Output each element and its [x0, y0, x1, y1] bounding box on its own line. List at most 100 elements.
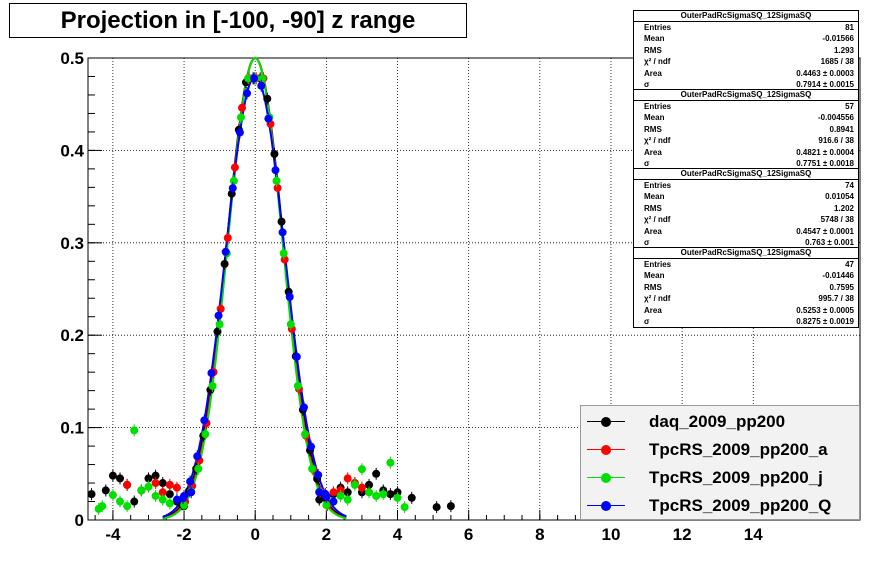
- stats-key: Mean: [644, 34, 665, 44]
- x-tick-label: 14: [744, 525, 763, 544]
- stats-row: Entries 57: [634, 101, 858, 112]
- stats-value: 0.7751 ± 0.0018: [796, 158, 854, 168]
- stats-row: χ² / ndf 5748 / 38: [634, 214, 858, 225]
- data-point: [314, 470, 323, 479]
- legend-marker-icon: [581, 408, 631, 436]
- stats-value: -0.01446: [822, 271, 854, 281]
- data-point: [393, 493, 402, 502]
- stats-value: 74: [845, 181, 854, 190]
- stats-value: 995.7 / 38: [818, 294, 854, 304]
- data-point: [285, 292, 294, 301]
- data-point: [130, 426, 139, 435]
- data-point: [186, 477, 195, 486]
- stats-value: 0.763 ± 0.001: [805, 237, 854, 247]
- data-point: [372, 491, 381, 500]
- x-tick-label: 6: [464, 525, 473, 544]
- data-point: [286, 320, 295, 329]
- x-tick-label: 0: [250, 525, 259, 544]
- data-point: [172, 483, 181, 492]
- data-point: [446, 502, 455, 511]
- data-point: [301, 430, 310, 439]
- data-point: [229, 176, 238, 185]
- stats-value: 1.202: [833, 203, 854, 213]
- data-point: [386, 458, 395, 467]
- stats-value: 0.4821 ± 0.0004: [796, 147, 854, 157]
- stats-value: -0.004556: [817, 113, 854, 123]
- data-point: [244, 74, 253, 83]
- legend-item: TpcRS_2009_pp200_Q: [581, 492, 859, 520]
- data-point: [271, 166, 280, 175]
- stats-row: RMS 0.8941: [634, 124, 858, 135]
- legend-marker-icon: [581, 492, 631, 520]
- stats-box: OuterPadRcSigmaSQ_12SigmaSQ Entries 57 Mean…: [633, 89, 859, 171]
- stats-key: Mean: [644, 192, 665, 202]
- data-point: [329, 497, 338, 506]
- data-points: [87, 72, 455, 515]
- data-point: [193, 452, 202, 461]
- data-point: [315, 488, 324, 497]
- stats-row: Entries 81: [634, 22, 858, 33]
- data-point: [264, 114, 273, 123]
- stats-row: RMS 0.7595: [634, 282, 858, 293]
- legend-item: TpcRS_2009_pp200_j: [581, 464, 859, 492]
- data-point: [357, 465, 366, 474]
- stats-row: RMS 1.202: [634, 203, 858, 214]
- stats-value: 0.5253 ± 0.0005: [796, 305, 854, 315]
- stats-row: χ² / ndf 1685 / 38: [634, 56, 858, 67]
- stats-value: 1685 / 38: [820, 57, 854, 67]
- data-point: [130, 497, 139, 506]
- data-point: [279, 249, 288, 258]
- stats-box-title: OuterPadRcSigmaSQ_12SigmaSQ: [634, 248, 858, 259]
- data-point: [372, 469, 381, 478]
- fit-curves: [162, 56, 347, 520]
- data-point: [194, 464, 203, 473]
- stats-row: χ² / ndf 995.7 / 38: [634, 293, 858, 304]
- data-point: [235, 128, 244, 137]
- stats-key: RMS: [644, 282, 662, 292]
- data-point: [307, 442, 316, 451]
- data-point: [221, 247, 230, 256]
- stats-key: RMS: [644, 124, 662, 134]
- stats-key: σ: [644, 158, 650, 168]
- stats-key: Entries: [644, 260, 672, 269]
- x-tick-label: 8: [535, 525, 544, 544]
- stats-value: -0.01566: [822, 34, 854, 44]
- data-point: [208, 381, 217, 390]
- stats-value: 1.293: [833, 45, 854, 55]
- data-point: [108, 491, 117, 500]
- data-point: [172, 495, 181, 504]
- y-tick-label: 0.4: [60, 141, 84, 160]
- data-point: [329, 488, 338, 497]
- x-tick-label: -2: [176, 525, 191, 544]
- data-point: [308, 464, 317, 473]
- legend-item: TpcRS_2009_pp200_a: [581, 436, 859, 464]
- data-point: [379, 490, 388, 499]
- data-point: [101, 486, 110, 495]
- data-point: [263, 94, 272, 103]
- data-point: [365, 480, 374, 489]
- stats-key: χ² / ndf: [644, 136, 671, 146]
- legend-label: TpcRS_2009_pp200_j: [649, 468, 823, 487]
- data-point: [343, 488, 352, 497]
- data-point: [144, 474, 153, 483]
- data-point: [280, 255, 289, 264]
- data-point: [343, 474, 352, 483]
- stats-row: σ 0.763 ± 0.001: [634, 237, 858, 248]
- legend-marker-icon: [581, 436, 631, 464]
- data-point: [432, 503, 441, 512]
- stats-value: 0.8941: [829, 124, 854, 134]
- stats-value: 5748 / 38: [820, 215, 854, 225]
- data-point: [116, 474, 125, 483]
- stats-key: σ: [644, 79, 650, 89]
- stats-key: χ² / ndf: [644, 215, 671, 225]
- stats-row: Entries 47: [634, 259, 858, 270]
- data-point: [407, 493, 416, 502]
- data-point: [400, 503, 409, 512]
- data-point: [151, 479, 160, 488]
- stats-value: 0.01054: [825, 192, 854, 202]
- legend-label: TpcRS_2009_pp200_a: [649, 440, 828, 459]
- stats-row: RMS 1.293: [634, 45, 858, 56]
- stats-row: Mean -0.004556: [634, 112, 858, 123]
- data-point: [98, 502, 107, 511]
